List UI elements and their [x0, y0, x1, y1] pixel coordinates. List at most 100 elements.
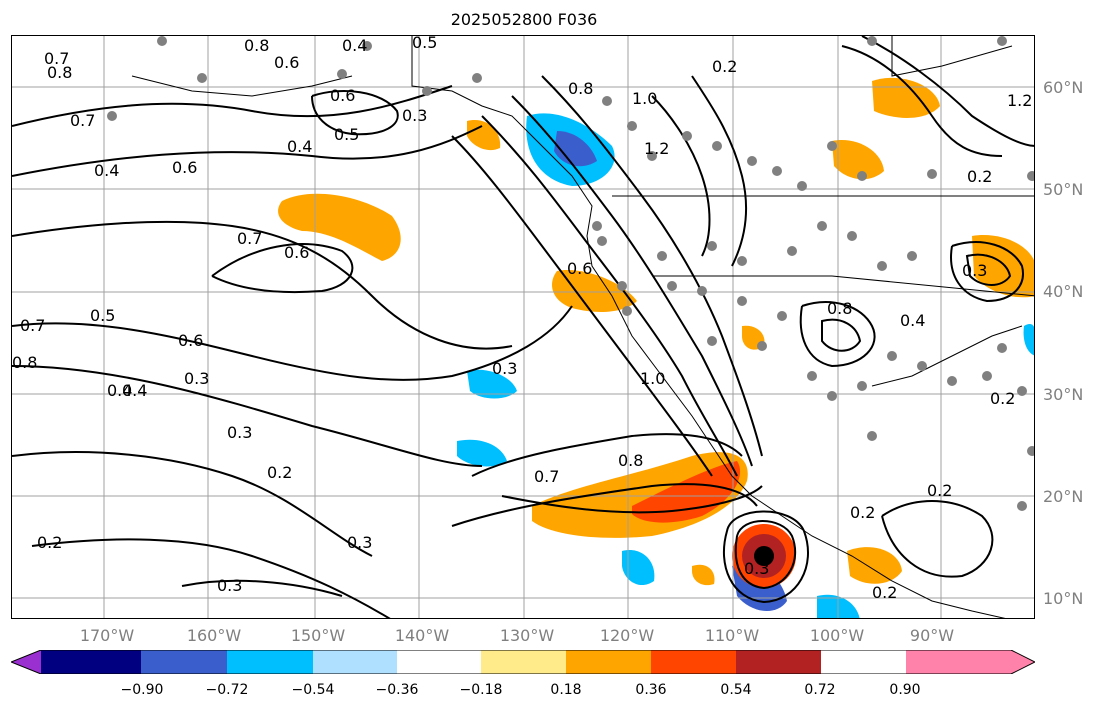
contour-label: 0.3	[744, 559, 769, 578]
contour-label: 0.6	[330, 86, 355, 105]
contour-label: 0.2	[850, 503, 875, 522]
orange-patch-mexico	[847, 547, 902, 584]
orange-patch-coast	[552, 270, 637, 312]
colorbar-extend-low	[11, 650, 41, 674]
colorbar-tick-label: 0.54	[720, 682, 752, 698]
contour-label: 0.3	[347, 533, 372, 552]
lon-label: 130°W	[499, 626, 555, 645]
orange-patch-central	[832, 140, 884, 180]
contours	[12, 36, 1034, 618]
map-panel: 0.7 0.8 0.8 0.4 0.6 0.6 0.5 0.4 0.5 0.7 …	[11, 35, 1035, 619]
contour-label: 0.4	[287, 137, 312, 156]
orange-patch-pacific	[278, 193, 401, 261]
contour-label: 0.2	[967, 167, 992, 186]
colorbar-segment	[566, 650, 651, 674]
lat-label: 10°N	[1043, 589, 1084, 608]
lon-label: 160°W	[186, 626, 242, 645]
contour-label: 0.6	[284, 243, 309, 262]
colorbar-tick-label: −0.54	[291, 682, 335, 698]
contour-label: 0.7	[534, 467, 559, 486]
contour-label: 0.4	[122, 381, 147, 400]
contour-label: 0.8	[12, 353, 37, 372]
contour-label: 0.3	[227, 423, 252, 442]
blue-patch-east	[1023, 324, 1034, 356]
colorbar-segment	[397, 650, 481, 674]
contour-label: 0.3	[217, 576, 242, 595]
contour-label: 1.2	[644, 139, 669, 158]
lon-label: 100°W	[809, 626, 865, 645]
contour-label: 0.5	[90, 306, 115, 325]
contour-label: 0.5	[412, 36, 437, 52]
colorbar-tick-label: −0.72	[205, 682, 249, 698]
contour-label: 0.2	[872, 583, 897, 602]
contour-labels: 0.7 0.8 0.8 0.4 0.6 0.6 0.5 0.4 0.5 0.7 …	[12, 36, 1032, 602]
orange-patch-ne	[467, 120, 501, 151]
colorbar-tick-label: 0.90	[889, 682, 921, 698]
contour-label: 0.6	[274, 53, 299, 72]
lon-label: 110°W	[704, 626, 760, 645]
contour-label: 0.3	[402, 106, 427, 125]
contour-label: 0.8	[568, 79, 593, 98]
colorbar-tick-label: 0.72	[804, 682, 836, 698]
lat-label: 20°N	[1043, 487, 1084, 506]
lon-label: 170°W	[79, 626, 135, 645]
colorbar-segment	[227, 650, 313, 674]
blue-patch-pacific	[467, 369, 517, 399]
contour-label: 0.6	[567, 259, 592, 278]
contour-label: 0.8	[47, 63, 72, 82]
graticule	[12, 36, 1034, 618]
lon-label: 140°W	[394, 626, 450, 645]
contour-label: 0.3	[184, 369, 209, 388]
contour-label: 0.2	[267, 463, 292, 482]
observation-dots	[107, 36, 1034, 511]
contour-label: 0.2	[990, 389, 1015, 408]
orange-patch-hudson	[872, 77, 940, 118]
colorbar-segments	[11, 650, 1035, 674]
colorbar-segment	[736, 650, 821, 674]
colorbar	[11, 650, 1035, 674]
colorbar-extend-high	[1011, 650, 1035, 674]
contour-label: 0.8	[618, 451, 643, 470]
shaded-fields	[278, 77, 1034, 618]
colorbar-tick-label: −0.18	[459, 682, 503, 698]
lat-label: 50°N	[1043, 180, 1084, 199]
coastlines	[131, 36, 1034, 618]
colorbar-tick-label: −0.36	[375, 682, 419, 698]
contour-label: 0.2	[927, 481, 952, 500]
contour-label: 0.6	[178, 331, 203, 350]
colorbar-segment	[313, 650, 397, 674]
darkblue-patch-canada	[554, 131, 597, 167]
contour-label: 1.2	[1007, 91, 1032, 110]
contour-label: 0.8	[244, 36, 269, 55]
map-canvas: 0.7 0.8 0.8 0.4 0.6 0.6 0.5 0.4 0.5 0.7 …	[12, 36, 1034, 618]
map-title: 2025052800 F036	[450, 10, 598, 29]
colorbar-segment	[651, 650, 736, 674]
contour-label: 0.8	[827, 299, 852, 318]
contour-label: 0.7	[20, 316, 45, 335]
contour-label: 0.3	[962, 261, 987, 280]
colorbar-segment	[41, 650, 141, 674]
contour-label: 1.0	[640, 369, 665, 388]
contour-label: 0.4	[107, 381, 132, 400]
contour-label: 0.4	[900, 311, 925, 330]
colorbar-segment	[481, 650, 566, 674]
contour-label: 0.7	[70, 111, 95, 130]
orange-patch-east	[972, 235, 1034, 298]
colorbar-segment	[906, 650, 1011, 674]
contour-label: 0.2	[712, 57, 737, 76]
lon-label: 150°W	[290, 626, 346, 645]
blue-patch-west	[457, 439, 507, 467]
contour-label: 0.4	[342, 36, 367, 55]
orange-patch-sm2	[692, 564, 715, 586]
contour-label: 0.2	[37, 533, 62, 552]
colorbar-segment	[141, 650, 227, 674]
contour-label: 0.6	[172, 158, 197, 177]
lon-label: 90°W	[909, 626, 955, 645]
lat-label: 40°N	[1043, 282, 1084, 301]
contour-label: 0.7	[237, 229, 262, 248]
lat-label: 60°N	[1043, 78, 1084, 97]
contour-label: 0.5	[334, 125, 359, 144]
contour-label: 0.4	[94, 161, 119, 180]
colorbar-tick-label: 0.18	[550, 682, 582, 698]
colorbar-tick-label: −0.90	[120, 682, 164, 698]
